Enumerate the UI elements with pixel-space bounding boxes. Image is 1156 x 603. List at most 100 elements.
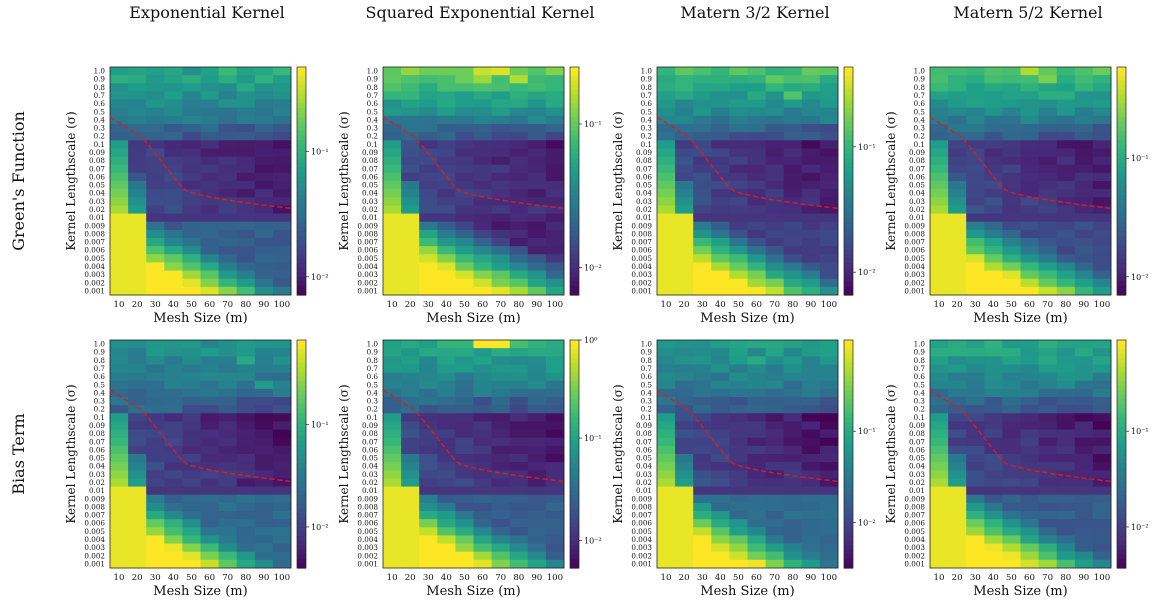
heatmap-cell [272,132,292,141]
heatmap-cell [966,462,985,471]
heatmap-cell [1038,278,1058,288]
colorbar-segment [1117,504,1126,510]
heatmap-cell [657,364,676,373]
heatmap-cell [930,67,949,76]
colorbar-segment [1117,76,1126,82]
x-tick-label: 90 [258,573,269,583]
heatmap-cell [984,278,1003,288]
heatmap-cell [200,454,219,463]
heatmap-cell [675,356,694,365]
heatmap-cell [657,181,676,190]
heatmap-cell [254,189,274,198]
heatmap-cell [527,445,547,455]
heatmap-cell [783,405,803,414]
heatmap-cell [455,115,474,125]
x-tick-label: 80 [1060,300,1071,310]
heatmap-cell [527,172,547,182]
heatmap-cell [711,148,730,157]
heatmap-cell [509,494,529,504]
heatmap-cell [527,189,547,198]
heatmap-cell [110,486,129,496]
heatmap-cell [419,445,438,455]
heatmap-cell [200,205,219,214]
heatmap-cell [930,270,949,280]
heatmap-cell [693,445,712,455]
heatmap-cell [693,519,712,528]
heatmap-cell [128,413,147,422]
heatmap-cell [272,229,292,239]
heatmap-cell [419,181,438,190]
heatmap-cell [182,164,201,174]
colorbar-segment [1117,472,1126,478]
heatmap-cell [383,388,402,398]
colorbar-segment [570,517,579,523]
colorbar-segment [570,244,579,250]
heatmap-cell [765,494,785,504]
heatmap-cell [218,213,238,223]
heatmap-cell [527,83,547,92]
colorbar-segment [844,158,853,164]
colorbar-segment [297,454,306,460]
y-tick-label: 0.3 [94,397,106,406]
heatmap-cell [383,278,402,288]
heatmap-cell [200,543,219,553]
heatmap-cell [527,388,547,398]
heatmap-cell [801,470,821,479]
heatmap-cell [657,511,676,520]
heatmap-cell [1002,511,1021,520]
colorbar-tick-label: 10⁻² [1131,273,1149,282]
heatmap-cell [711,364,730,373]
heatmap-cell [765,83,785,92]
heatmap-cell [236,107,256,117]
heatmap-cell [455,156,474,166]
heatmap-cell [491,67,511,76]
y-tick-label: 0.006 [904,246,925,255]
heatmap-cell [419,511,438,520]
heatmap-cell [1074,429,1094,439]
heatmap-cell [254,107,274,117]
heatmap-cell [146,197,165,206]
heatmap-cell [693,551,712,561]
heatmap-cell [182,478,201,487]
heatmap-cell [930,221,949,231]
heatmap-cell [491,462,511,471]
heatmap-cell [437,75,456,84]
heatmap-cell [509,67,529,76]
heatmap-cell [711,372,730,382]
heatmap-cell [948,67,967,76]
colorbar-segment [844,203,853,209]
heatmap-cell [783,83,803,92]
heatmap-cell [491,83,511,92]
heatmap-cell [218,405,238,414]
heatmap-cell [473,380,492,390]
heatmap-cell [473,238,492,247]
heatmap-cell [1020,388,1039,398]
heatmap-cell [401,75,420,84]
heatmap-cell [419,99,438,109]
heatmap-cell [765,519,785,528]
heatmap-cell [473,140,492,149]
colorbar-segment [844,108,853,114]
y-tick-label: 0.1 [641,140,652,149]
heatmap-cell [383,421,402,430]
colorbar-segment [1117,358,1126,364]
heatmap-cell [819,454,839,463]
y-tick-label: 0.007 [631,511,652,520]
heatmap-cell [984,132,1003,141]
heatmap-cell [1074,270,1094,280]
heatmap-cell [473,99,492,109]
heatmap-cell [819,421,839,430]
heatmap-cell [236,246,256,255]
heatmap-cell [401,413,420,422]
heatmap-panel-0-1: 1.00.90.80.70.60.50.40.30.20.10.090.080.… [337,67,602,326]
y-tick-label: 0.9 [367,75,379,84]
x-tick-label: 30 [150,573,161,583]
heatmap-cell [164,278,183,288]
heatmap-cell [711,397,730,406]
heatmap-cell [236,91,256,100]
heatmap-cell [930,75,949,84]
heatmap-cell [1056,494,1076,504]
y-tick-label: 0.9 [94,75,106,84]
heatmap-cell [272,356,292,365]
heatmap-cell [455,172,474,182]
